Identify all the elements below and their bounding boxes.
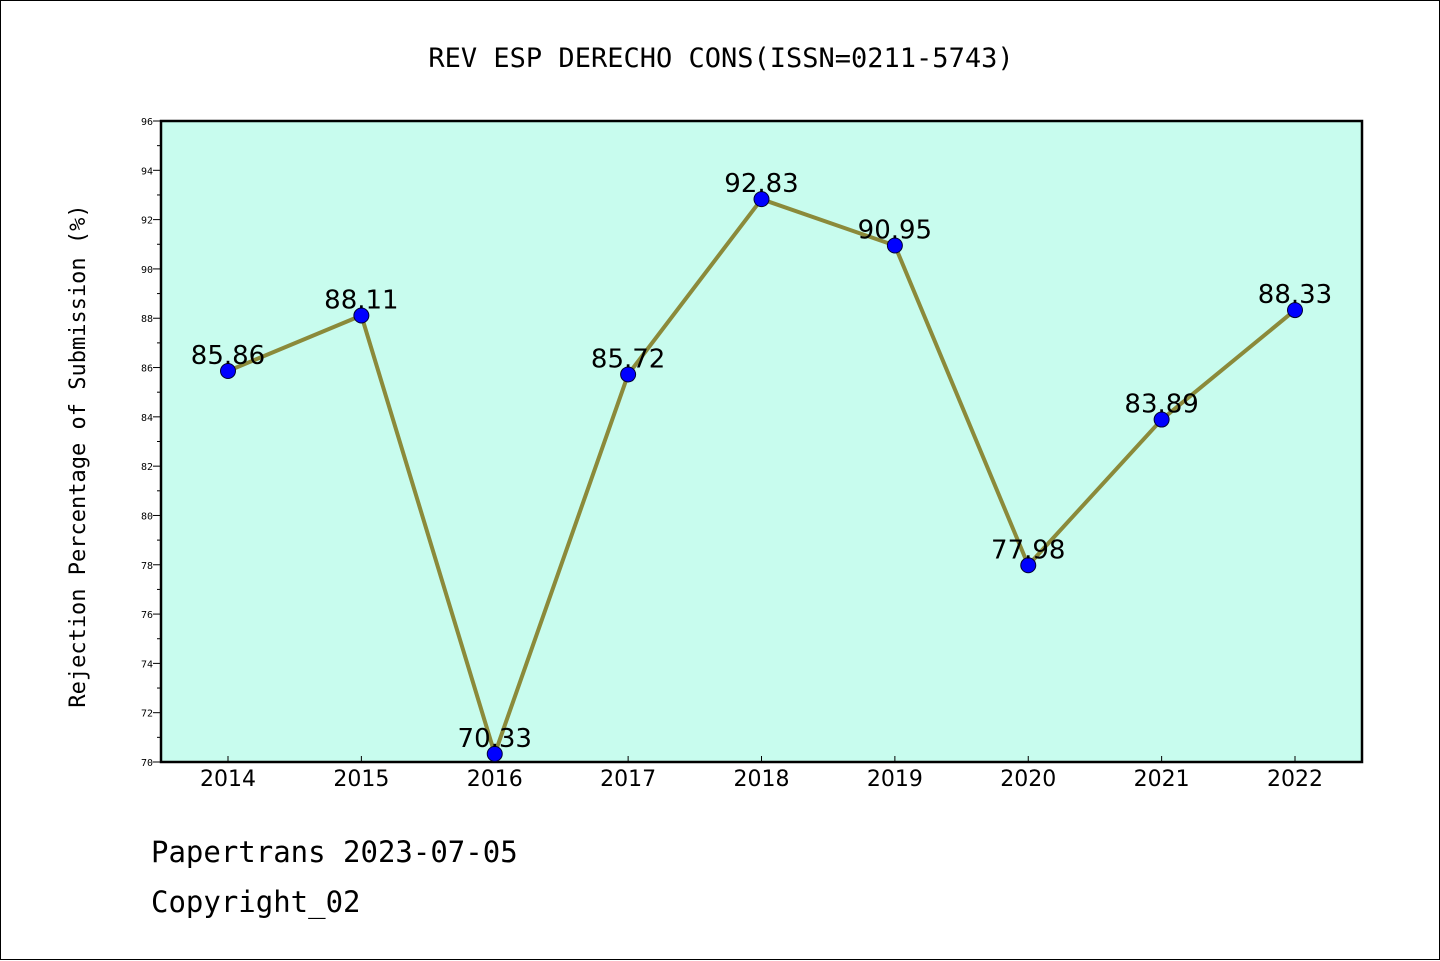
- data-point-marker: [486, 745, 503, 762]
- chart-title: REV ESP DERECHO CONS(ISSN=0211-5743): [428, 43, 1013, 74]
- data-point-marker: [353, 307, 370, 324]
- y-tick-label: 82: [141, 462, 153, 473]
- footer-copyright: Copyright_02: [151, 885, 361, 919]
- x-tick-label: 2015: [333, 767, 389, 792]
- x-tick-label: 2019: [867, 767, 923, 792]
- x-tick-label: 2020: [1000, 767, 1056, 792]
- y-tick-label: 76: [141, 610, 153, 621]
- y-tick-label: 78: [141, 561, 153, 572]
- y-tick-label: 86: [141, 364, 153, 375]
- data-label: 85.72: [591, 344, 665, 374]
- y-tick-label: 92: [141, 216, 153, 227]
- data-label: 85.86: [191, 341, 265, 371]
- data-point-marker: [220, 362, 236, 379]
- data-label: 83.89: [1124, 390, 1198, 420]
- data-point-marker: [886, 237, 903, 254]
- data-point-marker: [1153, 411, 1170, 428]
- footer-date: Papertrans 2023-07-05: [151, 835, 518, 869]
- data-label: 88.11: [324, 286, 398, 316]
- y-tick-label: 72: [141, 709, 153, 720]
- x-tick-label: 2021: [1134, 767, 1190, 792]
- data-label: 70.33: [458, 724, 532, 754]
- x-tick-label: 2022: [1267, 767, 1323, 792]
- data-label: 88.33: [1258, 280, 1332, 310]
- y-tick-label: 88: [141, 314, 153, 325]
- data-label: 92.83: [724, 169, 798, 199]
- y-tick-label: 70: [141, 758, 153, 769]
- y-tick-label: 74: [141, 659, 153, 670]
- data-label: 90.95: [858, 216, 932, 246]
- data-point-marker: [620, 366, 637, 383]
- x-tick-label: 2014: [200, 767, 256, 792]
- y-tick-label: 90: [141, 265, 153, 276]
- y-tick-label: 94: [141, 166, 153, 177]
- data-point-marker: [1287, 302, 1303, 319]
- data-point-marker: [753, 191, 770, 208]
- x-axis-ticks: 2014 2015 2016 2017 2018 2019 2020 2021 2022: [200, 756, 1323, 792]
- y-axis-label: Rejection Percentage of Submission (%): [66, 204, 91, 707]
- y-axis-ticks: 70 72 74 76 78 80 82 84 86 88 90 92 94 96: [141, 117, 161, 769]
- series-layer: 85.86 88.11 70.33 85.72 92.83 90.95 77.98 83.89…: [191, 169, 1332, 762]
- plot-area: [159, 119, 1364, 764]
- x-tick-label: 2016: [467, 767, 523, 792]
- y-tick-label: 80: [141, 511, 153, 522]
- x-tick-label: 2017: [600, 767, 656, 792]
- x-tick-label: 2018: [734, 767, 790, 792]
- data-point-marker: [1020, 557, 1037, 574]
- y-tick-label: 96: [141, 117, 153, 128]
- y-tick-label: 84: [141, 413, 153, 424]
- data-label: 77.98: [991, 535, 1065, 565]
